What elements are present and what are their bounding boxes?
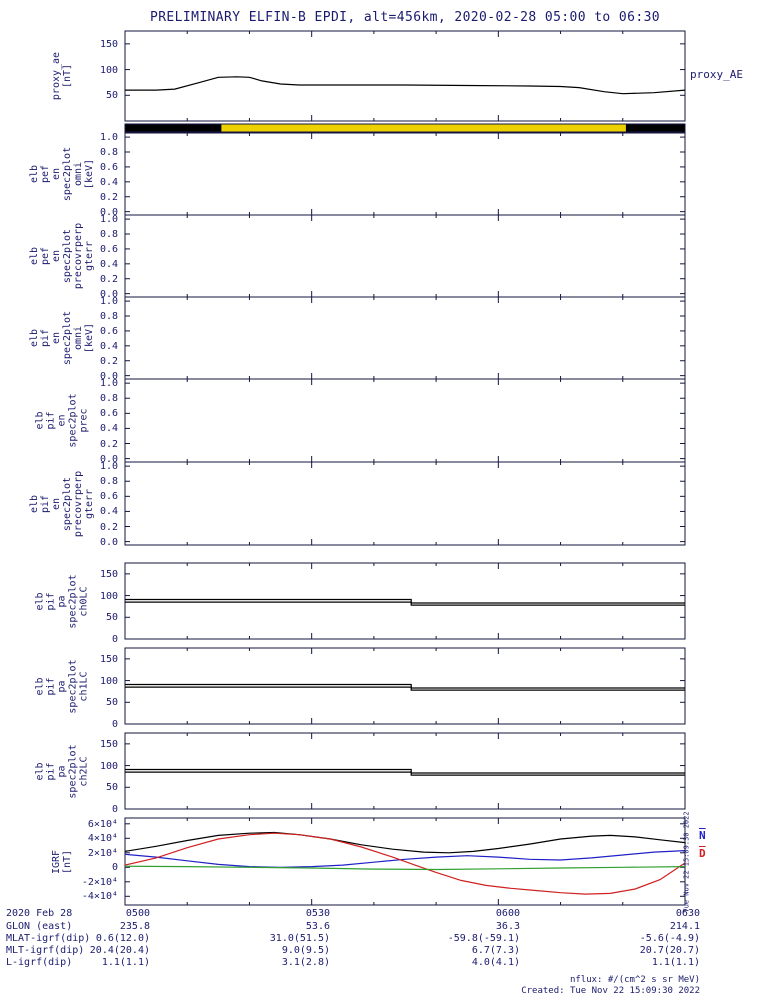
glon-value-2: 53.6 — [305, 921, 330, 932]
panel-box — [221, 124, 626, 132]
mlt-value-2: 9.0(9.5) — [281, 945, 330, 956]
mlat-value-1: 0.6(12.0) — [95, 933, 150, 944]
panel-box — [124, 461, 686, 546]
panel-box — [124, 647, 686, 725]
curve-proxy_ae-proxy_AE — [125, 76, 686, 95]
mlat-value-2: 31.0(51.5) — [269, 933, 330, 944]
lshell-label: L-igrf(dip) — [6, 957, 73, 968]
panel-box — [124, 296, 686, 380]
glon-label: GLON (east) — [6, 921, 73, 932]
curve-ch0lc-losscone-upper — [125, 598, 685, 604]
glon-value-1: 235.8 — [119, 921, 150, 932]
date-label: 2020 Feb 28 — [6, 908, 73, 919]
glon-row: GLON (east) 235.8 53.6 36.3 214.1 — [0, 921, 775, 933]
panel-box — [124, 378, 686, 463]
curve-ch1lc-losscone-lower — [125, 686, 685, 691]
plot-title: PRELIMINARY ELFIN-B EPDI, alt=456km, 202… — [149, 10, 661, 25]
xtick-label-0630: 0630 — [675, 908, 700, 919]
mlt-label: MLT-igrf(dip) — [6, 945, 85, 956]
lshell-row: L-igrf(dip) 1.1(1.1) 3.1(2.8) 4.0(4.1) 1… — [0, 957, 775, 969]
xaxis-date-row: 2020 Feb 28 0500 0530 0600 0630 — [0, 908, 775, 920]
lshell-value-2: 3.1(2.8) — [281, 957, 330, 968]
panel-box — [125, 124, 222, 132]
xtick-label-0500: 0500 — [125, 908, 150, 919]
legend-d-label: D — [699, 847, 706, 860]
xtick-label-0600: 0600 — [495, 908, 520, 919]
curve-igrf-E — [124, 865, 686, 871]
mlat-row: MLAT-igrf(dip) 0.6(12.0) 31.0(51.5) -59.… — [0, 933, 775, 945]
panel-box — [124, 214, 686, 298]
legend-n-label: N — [699, 829, 706, 842]
curve-ch0lc-losscone-lower — [125, 601, 685, 606]
nflux-units-label: nflux: #/(cm^2 s sr MeV) — [569, 975, 700, 985]
side-timestamp-text: Tue Nov 22 15:09:30 2022 — [683, 810, 691, 913]
panel-box — [124, 132, 686, 216]
panel-box — [124, 123, 686, 133]
mlt-value-4: 20.7(20.7) — [639, 945, 700, 956]
panel-box — [124, 732, 686, 810]
mlat-value-3: -59.8(-59.1) — [447, 933, 520, 944]
curve-igrf-B — [124, 831, 686, 854]
mlat-label: MLAT-igrf(dip) — [6, 933, 91, 944]
proxy-ae-right-label: proxy_AE — [690, 68, 743, 81]
lshell-value-4: 1.1(1.1) — [651, 957, 700, 968]
mlat-value-4: -5.6(-4.9) — [639, 933, 700, 944]
panel-box — [124, 817, 686, 906]
panel-box — [625, 124, 685, 132]
panel-box — [124, 562, 686, 640]
glon-value-4: 214.1 — [669, 921, 700, 932]
lshell-value-1: 1.1(1.1) — [101, 957, 150, 968]
curve-ch2lc-losscone-upper — [125, 768, 685, 774]
panel-box — [124, 30, 686, 122]
mlt-value-1: 20.4(20.4) — [89, 945, 150, 956]
curve-ch2lc-losscone-lower — [125, 771, 685, 776]
glon-value-3: 36.3 — [495, 921, 520, 932]
xtick-label-0530: 0530 — [305, 908, 330, 919]
lshell-value-3: 4.0(4.1) — [471, 957, 520, 968]
curve-igrf-N — [124, 850, 686, 868]
created-timestamp: Created: Tue Nov 22 15:09:30 2022 — [521, 986, 700, 996]
mlt-value-3: 6.7(7.3) — [471, 945, 520, 956]
side-timestamp: Tue Nov 22 15:09:30 2022 — [681, 811, 693, 912]
mlt-row: MLT-igrf(dip) 20.4(20.4) 9.0(9.5) 6.7(7.… — [0, 945, 775, 957]
curve-ch1lc-losscone-upper — [125, 683, 685, 689]
